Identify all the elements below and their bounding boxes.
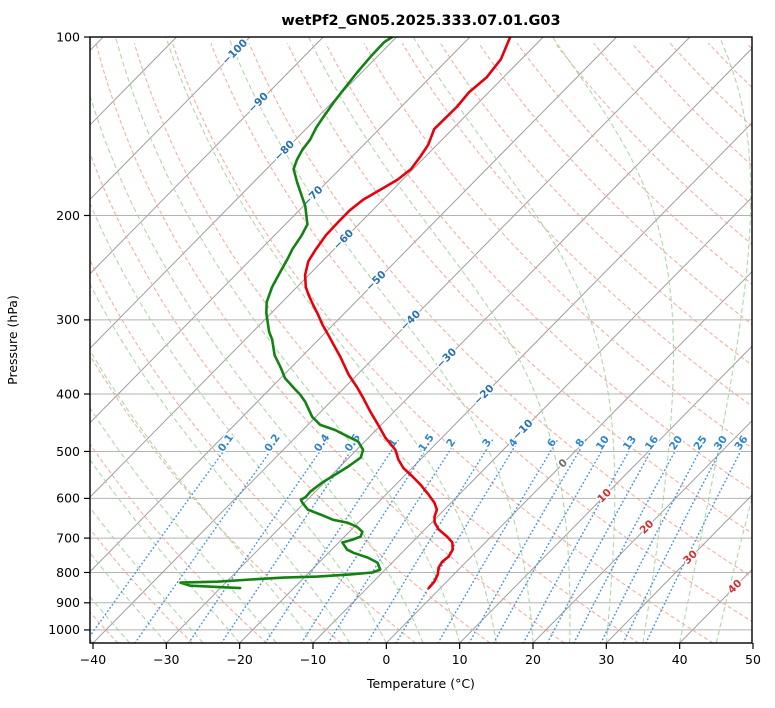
mixing-ratio-label: 2 (444, 437, 458, 450)
y-tick-label: 900 (56, 595, 80, 610)
y-tick-label: 1000 (48, 622, 80, 637)
x-tick-label: 20 (525, 652, 541, 667)
mixing-ratio-label: 0.4 (312, 432, 333, 454)
y-tick-label: 700 (56, 530, 80, 545)
y-tick-label: 800 (56, 565, 80, 580)
x-ticks: −40 −30 −20 −10 0 10 20 30 40 50 (80, 643, 761, 667)
chart-title: wetPf2_GN05.2025.333.07.01.G03 (281, 13, 560, 29)
mixing-ratio-label: 36 (732, 434, 750, 453)
x-tick-label: 10 (452, 652, 468, 667)
dry-adiabat-lines (90, 42, 752, 643)
x-tick-label: 0 (382, 652, 390, 667)
x-tick-label: −40 (80, 652, 106, 667)
dewpoint-layer (179, 37, 394, 590)
mixing-ratio-label: 6 (545, 437, 559, 450)
y-tick-label: 400 (56, 386, 80, 401)
y-tick-label: 300 (56, 312, 80, 327)
y-ticks: 100 200 300 400 500 600 700 800 900 1000 (48, 29, 90, 637)
y-tick-label: 600 (56, 491, 80, 506)
y-tick-label: 500 (56, 444, 80, 459)
plot-layers: 0.1 0.2 0.4 0.6 1 1.5 2 3 4 6 8 10 13 16 20 25 30 36−100−… (90, 37, 752, 643)
mixing-ratio-label: 13 (621, 434, 639, 453)
x-tick-label: 40 (672, 652, 688, 667)
isotherm-lines (90, 37, 752, 643)
dewpoint-curve (179, 37, 394, 590)
temperature-layer (303, 37, 512, 590)
mixing-ratio-label: 10 (594, 434, 612, 453)
x-tick-label: 50 (745, 652, 761, 667)
isotherm-label: −100 (220, 37, 250, 67)
y-tick-label: 200 (56, 208, 80, 223)
mixing-ratio-label: 16 (643, 434, 661, 453)
mixing-ratio-label: 3 (480, 437, 494, 450)
y-tick-label: 100 (56, 29, 80, 44)
x-tick-label: −20 (226, 652, 252, 667)
plot-frame (89, 36, 753, 644)
y-axis-label: Pressure (hPa) (5, 295, 20, 385)
axes: −40 −30 −20 −10 0 10 20 30 40 5010020030040050060… (48, 29, 761, 667)
x-tick-label: −30 (153, 652, 179, 667)
mixing-ratio-lines (90, 439, 748, 643)
x-tick-label: 30 (598, 652, 614, 667)
isobar-gridlines (90, 37, 752, 631)
x-tick-label: −10 (300, 652, 326, 667)
moist-adiabat-lines (90, 37, 752, 643)
mixing-ratio-label: 30 (712, 434, 730, 453)
mixing-ratio-label: 0.2 (262, 432, 283, 454)
temperature-curve (303, 37, 512, 590)
x-axis-label: Temperature (°C) (366, 676, 475, 691)
mixing-ratio-labels: 0.1 0.2 0.4 0.6 1 1.5 2 3 4 6 8 10 13 16 20 25 30 36 (214, 430, 752, 455)
mixing-ratio-label: 8 (573, 437, 587, 450)
mixing-ratio-label: 1.5 (416, 432, 437, 454)
